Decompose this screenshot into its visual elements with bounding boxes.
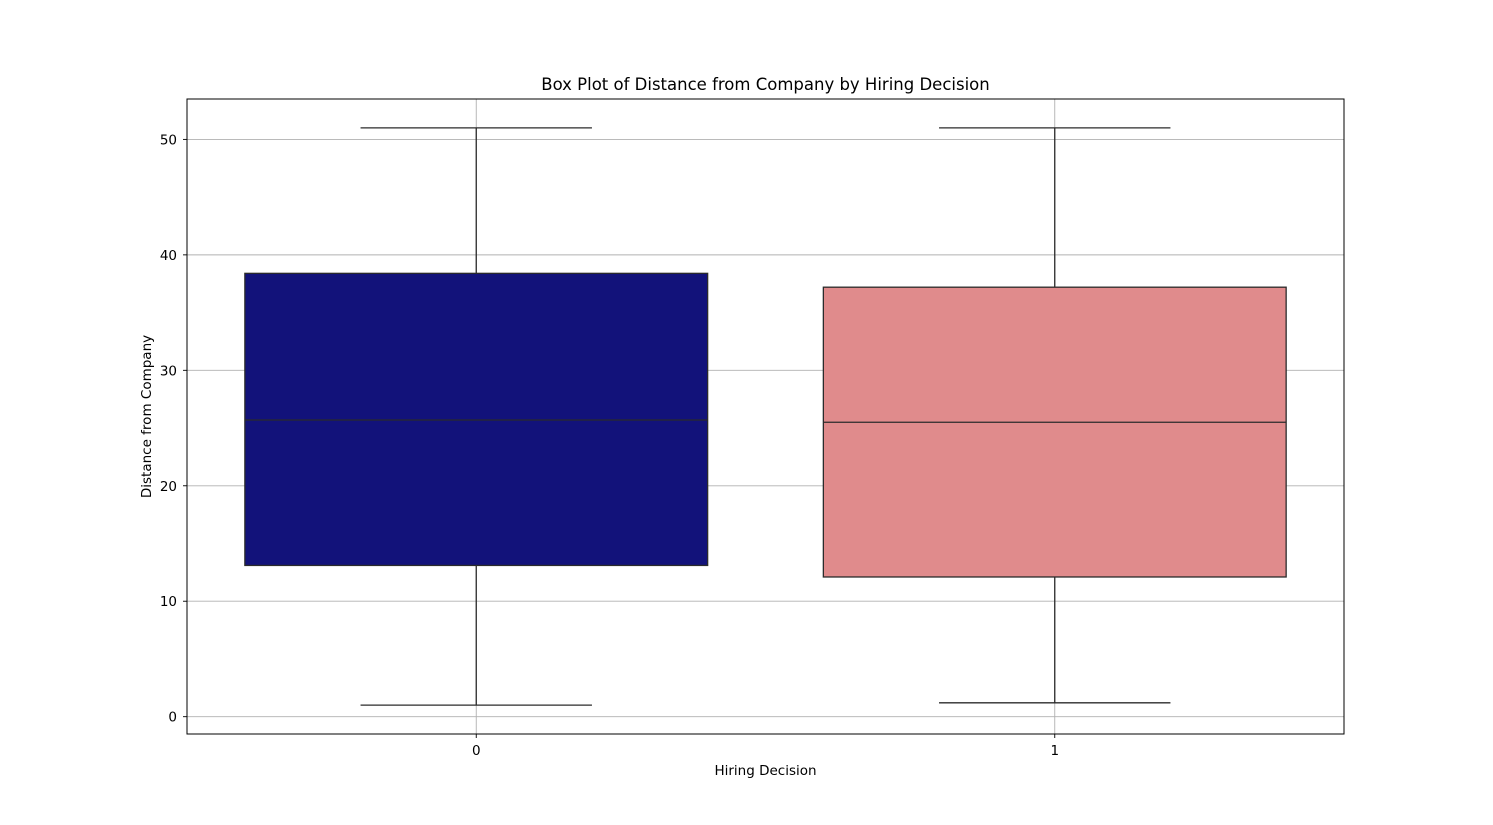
box-group-1 bbox=[822, 127, 1287, 704]
tick-layer: 0 10 20 30 40 50 0 1 bbox=[160, 132, 1059, 759]
y-tick-label: 10 bbox=[160, 594, 177, 610]
y-axis-label: Distance from Company bbox=[139, 335, 155, 498]
x-tick-label: 0 bbox=[472, 743, 481, 759]
y-tick-label: 50 bbox=[160, 132, 177, 148]
plot-frame bbox=[186, 98, 1345, 735]
x-axis-label: Hiring Decision bbox=[714, 763, 816, 779]
y-tick-label: 20 bbox=[160, 479, 177, 495]
chart-title: Box Plot of Distance from Company by Hir… bbox=[541, 75, 989, 94]
iqr-box bbox=[822, 286, 1287, 578]
y-tick-label: 0 bbox=[168, 710, 177, 726]
y-tick-label: 40 bbox=[160, 248, 177, 264]
x-tick-label: 1 bbox=[1050, 743, 1059, 759]
y-tick-label: 30 bbox=[160, 363, 177, 379]
box-layer bbox=[244, 127, 1287, 706]
box-group-0 bbox=[244, 127, 709, 706]
